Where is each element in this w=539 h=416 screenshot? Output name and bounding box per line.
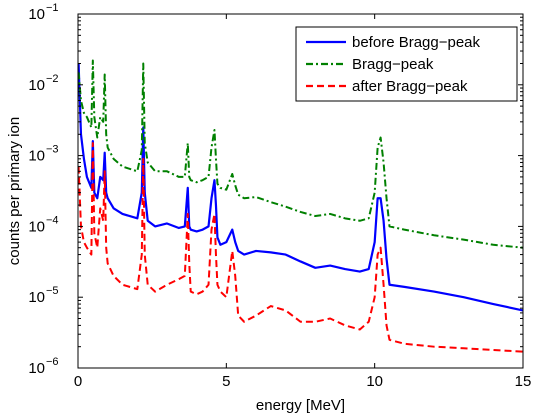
legend-label-2: Bragg−peak bbox=[352, 56, 434, 73]
plot-frame bbox=[77, 13, 524, 369]
legend-label-3: after Bragg−peak bbox=[352, 78, 468, 95]
y-tick-exponent: −1 bbox=[46, 2, 59, 14]
legend: before Bragg−peak Bragg−peak after Bragg−p… bbox=[295, 26, 518, 102]
x-tick-label: 0 bbox=[74, 373, 82, 390]
x-tick-label: 15 bbox=[515, 373, 532, 390]
x-tick-label: 5 bbox=[222, 373, 230, 390]
y-tick-label: 10 bbox=[28, 218, 45, 235]
legend-label-1: before Bragg−peak bbox=[352, 34, 481, 51]
y-tick-exponent: −2 bbox=[46, 73, 59, 85]
y-tick-exponent: −6 bbox=[46, 356, 59, 368]
y-tick-label: 10 bbox=[28, 289, 45, 306]
y-tick-label: 10 bbox=[28, 148, 45, 165]
y-tick-exponent: −3 bbox=[46, 144, 59, 156]
series-line-1 bbox=[78, 63, 523, 312]
y-tick-label: 10 bbox=[28, 77, 45, 94]
y-tick-exponent: −4 bbox=[46, 214, 59, 226]
series-line-3 bbox=[78, 142, 523, 353]
y-axis-title: counts per primary ion bbox=[6, 117, 23, 265]
y-tick-label: 10 bbox=[28, 360, 45, 377]
x-tick-label: 10 bbox=[366, 373, 383, 390]
y-tick-label: 10 bbox=[28, 6, 45, 23]
y-tick-exponent: −5 bbox=[46, 285, 59, 297]
x-axis-title: energy [MeV] bbox=[256, 397, 345, 414]
series-layer bbox=[78, 59, 523, 353]
